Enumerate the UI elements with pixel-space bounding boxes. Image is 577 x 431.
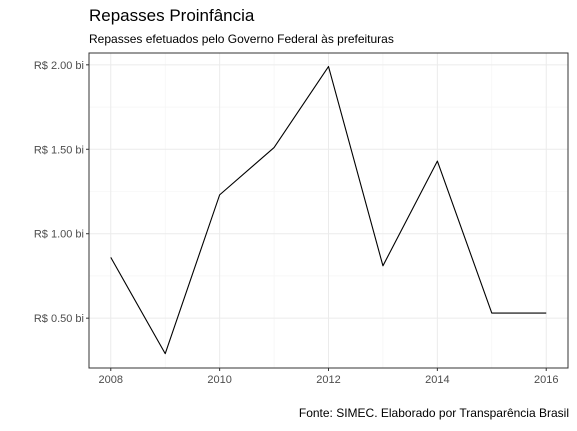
grid — [89, 53, 568, 368]
x-tick-label: 2010 — [207, 374, 231, 386]
axes: R$ 0.50 bi R$ 1.00 bi R$ 1.50 bi R$ 2.00 bi… — [34, 52, 569, 386]
x-tick-label: 2014 — [425, 374, 449, 386]
x-tick-label: 2008 — [99, 374, 123, 386]
y-tick-label: R$ 0.50 bi — [34, 313, 84, 325]
chart-title: Repasses Proinfância — [89, 6, 255, 25]
y-tick-label: R$ 2.00 bi — [34, 60, 84, 72]
y-tick-label: R$ 1.50 bi — [34, 144, 84, 156]
series — [110, 65, 547, 355]
x-tick-label: 2012 — [316, 374, 340, 386]
chart-subtitle: Repasses efetuados pelo Governo Federal … — [89, 32, 394, 46]
x-tick-label: 2016 — [534, 374, 558, 386]
chart-caption: Fonte: SIMEC. Elaborado por Transparênci… — [298, 406, 569, 420]
y-tick-label: R$ 1.00 bi — [34, 229, 84, 241]
